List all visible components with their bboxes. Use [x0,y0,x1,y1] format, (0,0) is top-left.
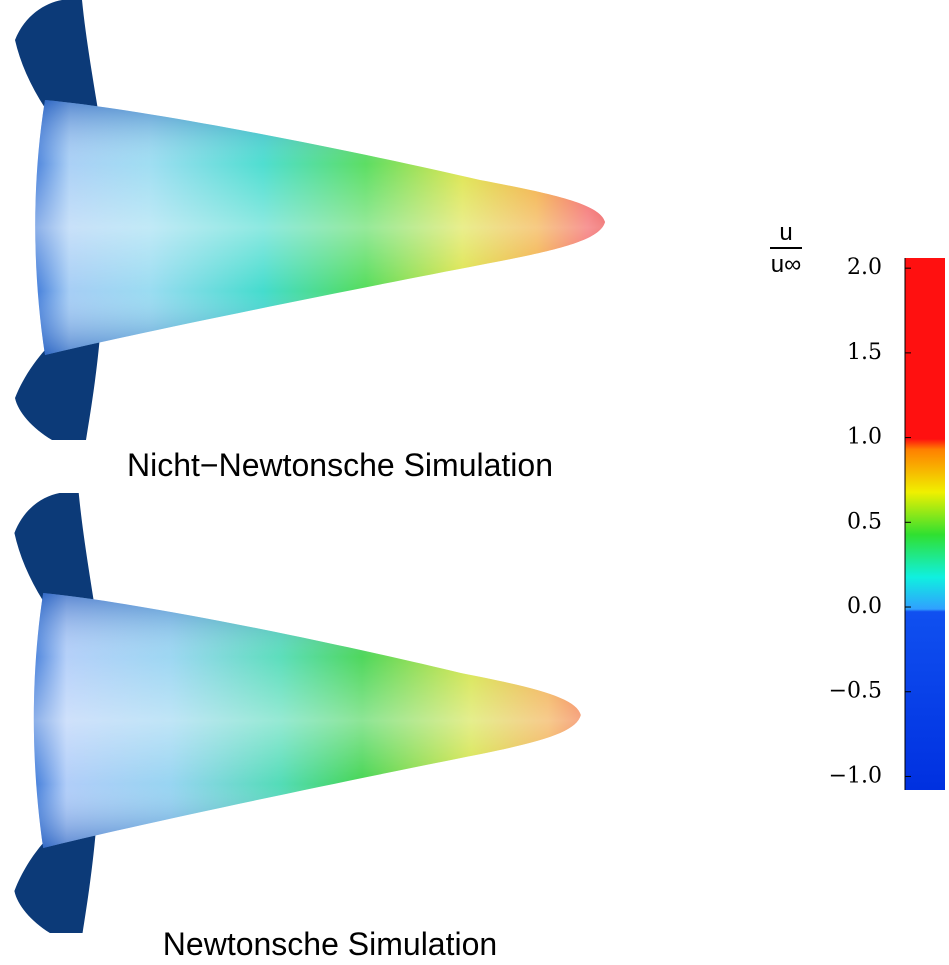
unit-denominator: u∞ [771,251,801,278]
caption: Nicht−Newtonsche Simulation [127,447,553,483]
tick-label: −1.0 [829,763,882,788]
tick-label: 2.0 [847,255,882,280]
simulation-top [15,0,605,440]
tick-label: 1.0 [847,425,882,450]
tick-label: 0.5 [847,509,882,534]
tick-label: −0.5 [829,679,882,704]
tick-label: 0.0 [847,594,882,619]
unit-numerator: u [779,219,792,246]
caption: Newtonsche Simulation [163,926,497,962]
tick-label: 1.5 [847,340,882,365]
colorbar [905,258,945,790]
figure: Nicht−Newtonsche Simulation Newtonsche S… [0,0,949,965]
simulation-bottom [14,493,580,933]
